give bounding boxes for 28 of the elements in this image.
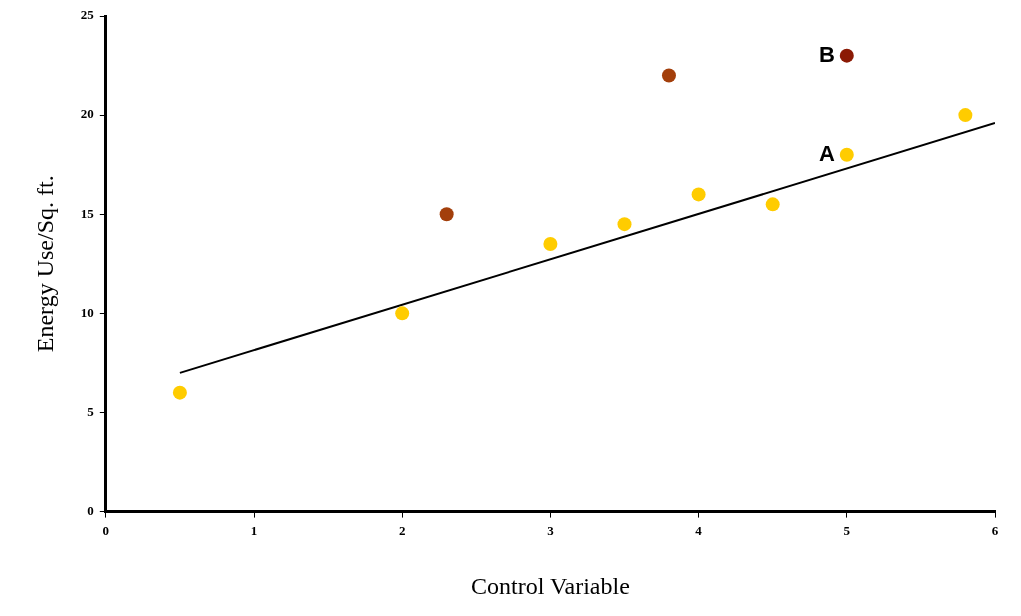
point [765, 197, 780, 212]
point [661, 68, 676, 83]
x-tick-label: 5 [843, 522, 851, 538]
x-tick-label: 3 [547, 522, 555, 538]
y-tick-label: 10 [80, 304, 94, 320]
annotation: A [818, 140, 835, 166]
x-tick-label: 6 [991, 522, 999, 538]
point [617, 217, 632, 232]
x-tick-label: 0 [102, 522, 110, 538]
y-tick-label: 20 [80, 106, 94, 122]
point [395, 306, 410, 321]
point [839, 147, 854, 162]
point [172, 385, 187, 400]
point [439, 207, 454, 222]
y-tick-label: 5 [87, 403, 95, 419]
point [691, 187, 706, 202]
y-axis-title: Energy Use/Sq. ft. [31, 175, 58, 353]
x-tick-label: 2 [398, 522, 406, 538]
point [543, 236, 558, 251]
annotation: B [818, 41, 835, 67]
y-tick-label: 15 [80, 205, 95, 221]
point [958, 108, 973, 123]
x-tick-label: 4 [695, 522, 703, 538]
x-tick-label: 1 [250, 522, 258, 538]
y-tick-label: 0 [87, 502, 94, 518]
y-tick-label: 25 [80, 7, 95, 23]
point [839, 48, 854, 63]
x-axis-title: Control Variable [470, 572, 630, 599]
